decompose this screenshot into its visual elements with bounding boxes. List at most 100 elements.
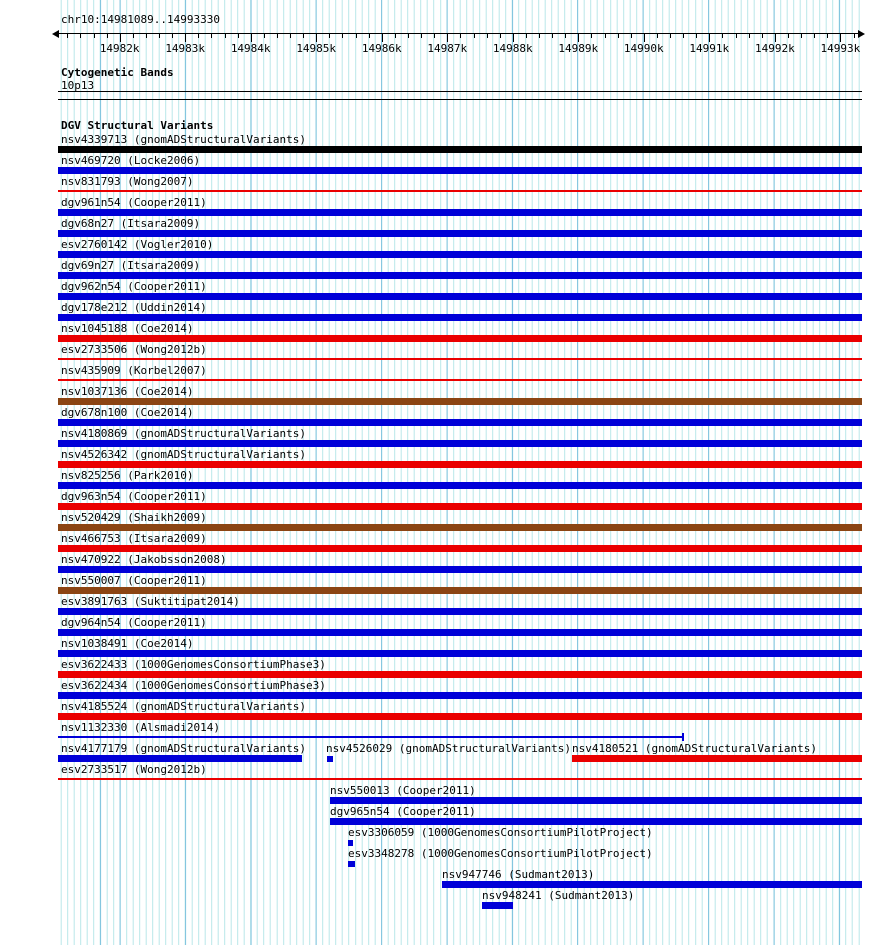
- variant-label[interactable]: dgv963n54 (Cooper2011): [61, 490, 207, 503]
- variant-bar[interactable]: [58, 482, 862, 489]
- variant-bar[interactable]: [58, 733, 684, 741]
- variant-bar[interactable]: [58, 379, 862, 381]
- ruler-tick: [250, 34, 252, 42]
- variant-bar[interactable]: [330, 797, 862, 804]
- variant-label[interactable]: nsv831793 (Wong2007): [61, 175, 194, 188]
- ruler-tick: [630, 34, 632, 38]
- variant-bar[interactable]: [58, 190, 862, 192]
- variant-bar[interactable]: [327, 756, 333, 762]
- variant-label[interactable]: nsv470922 (Jakobsson2008): [61, 553, 227, 566]
- ruler-tick-label: 14989k: [558, 42, 599, 55]
- variant-bar[interactable]: [58, 461, 862, 468]
- ruler-tick: [159, 34, 160, 38]
- variant-bar[interactable]: [58, 650, 862, 657]
- band-box[interactable]: [58, 91, 862, 100]
- ruler-tick-label: 14991k: [689, 42, 730, 55]
- variant-bar[interactable]: [330, 818, 862, 825]
- ruler-left-arrow-icon: [52, 30, 59, 38]
- variant-bar[interactable]: [58, 272, 862, 279]
- variant-label[interactable]: esv3306059 (1000GenomesConsortiumPilotPr…: [348, 826, 653, 839]
- ruler-tick: [565, 34, 567, 38]
- variant-label[interactable]: nsv1132330 (Alsmadi2014): [61, 721, 220, 734]
- variant-label[interactable]: nsv550013 (Cooper2011): [330, 784, 476, 797]
- ruler-line: [58, 33, 862, 34]
- variant-bar[interactable]: [442, 881, 862, 888]
- variant-bar[interactable]: [58, 692, 862, 699]
- ruler-tick: [774, 34, 776, 42]
- variant-bar[interactable]: [58, 587, 862, 594]
- variant-bar[interactable]: [58, 440, 862, 447]
- variant-bar[interactable]: [58, 419, 862, 426]
- variant-label[interactable]: nsv4180521 (gnomADStructuralVariants): [572, 742, 818, 755]
- ruler-tick: [329, 34, 331, 38]
- variant-label[interactable]: esv3622433 (1000GenomesConsortiumPhase3): [61, 658, 326, 671]
- variant-label[interactable]: nsv1037136 (Coe2014): [61, 385, 194, 398]
- variant-bar[interactable]: [572, 755, 862, 762]
- variant-label[interactable]: nsv1038491 (Coe2014): [61, 637, 194, 650]
- ruler-tick: [316, 34, 318, 42]
- variant-label[interactable]: nsv4526029 (gnomADStructuralVariants): [326, 742, 572, 755]
- variant-label[interactable]: dgv961n54 (Cooper2011): [61, 196, 207, 209]
- variant-bar[interactable]: [348, 840, 353, 846]
- variant-label[interactable]: nsv435909 (Korbel2007): [61, 364, 207, 377]
- variant-label[interactable]: dgv178e212 (Uddin2014): [61, 301, 207, 314]
- variant-bar[interactable]: [58, 503, 862, 510]
- variant-label[interactable]: esv3622434 (1000GenomesConsortiumPhase3): [61, 679, 326, 692]
- variant-label[interactable]: nsv1045188 (Coe2014): [61, 322, 194, 335]
- variant-label[interactable]: nsv4339713 (gnomADStructuralVariants): [61, 133, 307, 146]
- variant-bar[interactable]: [58, 755, 302, 762]
- ruler-tick: [788, 34, 789, 38]
- variant-label[interactable]: esv2760142 (Vogler2010): [61, 238, 214, 251]
- variant-label[interactable]: esv2733517 (Wong2012b): [61, 763, 207, 776]
- variant-bar[interactable]: [58, 167, 862, 174]
- variant-bar[interactable]: [58, 293, 862, 300]
- variant-label[interactable]: dgv68n27 (Itsara2009): [61, 217, 201, 230]
- variant-bar[interactable]: [58, 335, 862, 342]
- variant-bar[interactable]: [58, 566, 862, 573]
- ruler-tick-label: 14984k: [230, 42, 271, 55]
- variant-bar[interactable]: [58, 629, 862, 636]
- variant-bar[interactable]: [58, 524, 862, 531]
- variant-label[interactable]: nsv4526342 (gnomADStructuralVariants): [61, 448, 307, 461]
- variant-label[interactable]: esv3891763 (Suktitipat2014): [61, 595, 240, 608]
- variant-bar[interactable]: [58, 358, 862, 360]
- variant-label[interactable]: nsv825256 (Park2010): [61, 469, 194, 482]
- variant-bar[interactable]: [58, 713, 862, 720]
- variant-label[interactable]: nsv469720 (Locke2006): [61, 154, 201, 167]
- variant-label[interactable]: nsv520429 (Shaikh2009): [61, 511, 207, 524]
- ruler-tick: [421, 34, 423, 38]
- variant-label[interactable]: nsv4185524 (gnomADStructuralVariants): [61, 700, 307, 713]
- variant-bar[interactable]: [58, 251, 862, 258]
- variant-bar[interactable]: [482, 902, 513, 909]
- variant-label[interactable]: dgv678n100 (Coe2014): [61, 406, 194, 419]
- variant-bar[interactable]: [58, 230, 862, 237]
- variant-label[interactable]: dgv962n54 (Cooper2011): [61, 280, 207, 293]
- variant-label[interactable]: nsv4177179 (gnomADStructuralVariants): [61, 742, 307, 755]
- variant-bar[interactable]: [58, 608, 862, 615]
- variant-bar[interactable]: [58, 398, 862, 405]
- variant-bar[interactable]: [348, 861, 355, 867]
- variant-bar[interactable]: [58, 545, 862, 552]
- variant-label[interactable]: nsv466753 (Itsara2009): [61, 532, 207, 545]
- variant-label[interactable]: nsv947746 (Sudmant2013): [442, 868, 595, 881]
- ruler-tick: [853, 34, 855, 38]
- ruler-tick-label: 14983k: [165, 42, 206, 55]
- variant-label[interactable]: esv2733506 (Wong2012b): [61, 343, 207, 356]
- variant-label[interactable]: dgv69n27 (Itsara2009): [61, 259, 201, 272]
- variant-bar[interactable]: [58, 146, 862, 153]
- ruler-tick-label: 14992k: [755, 42, 795, 55]
- ruler-tick: [486, 34, 488, 38]
- variant-bar[interactable]: [58, 778, 862, 780]
- ruler-tick: [408, 34, 409, 38]
- variant-label[interactable]: nsv948241 (Sudmant2013): [482, 889, 635, 902]
- variant-label[interactable]: dgv965n54 (Cooper2011): [330, 805, 476, 818]
- variant-bar[interactable]: [58, 314, 862, 321]
- variant-label[interactable]: nsv4180869 (gnomADStructuralVariants): [61, 427, 307, 440]
- variant-label[interactable]: esv3348278 (1000GenomesConsortiumPilotPr…: [348, 847, 653, 860]
- ruler-tick: [303, 34, 305, 38]
- variant-bar[interactable]: [58, 209, 862, 216]
- ruler-tick: [381, 34, 383, 42]
- variant-label[interactable]: nsv550007 (Cooper2011): [61, 574, 207, 587]
- variant-bar[interactable]: [58, 671, 862, 678]
- variant-label[interactable]: dgv964n54 (Cooper2011): [61, 616, 207, 629]
